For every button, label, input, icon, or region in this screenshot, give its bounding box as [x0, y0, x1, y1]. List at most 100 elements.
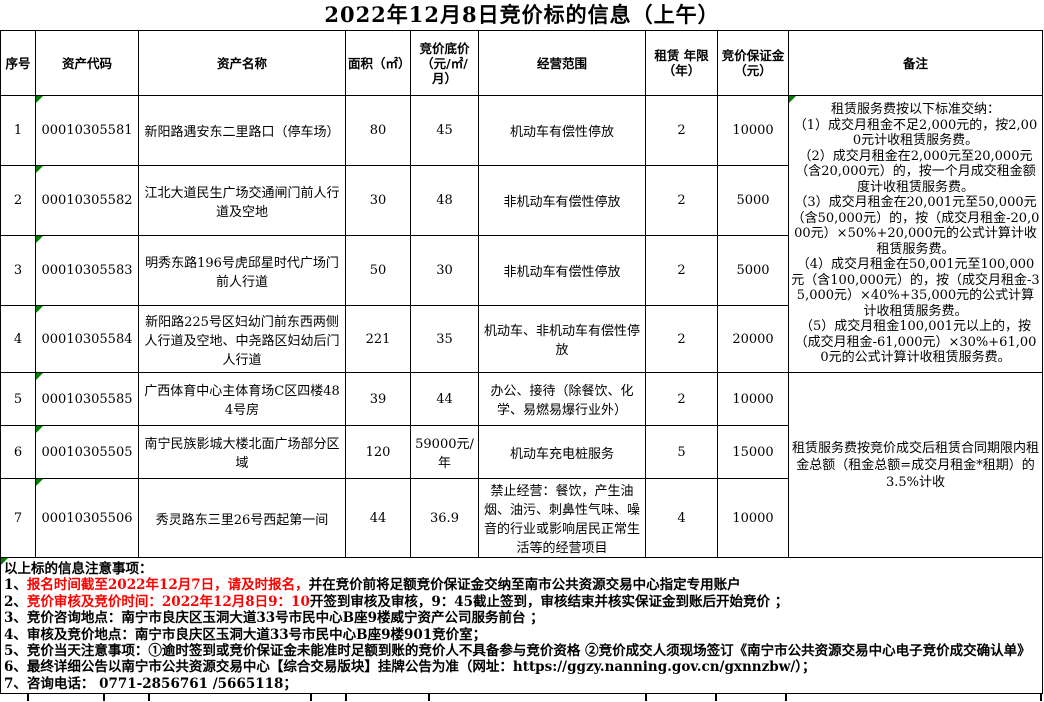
gridline-tick — [103, 694, 105, 701]
note-line: 以上标的信息注意事项： — [4, 561, 1040, 577]
gridline-tick — [645, 694, 647, 701]
cell-serial[interactable]: 5 — [0, 372, 36, 426]
asset-code-text: 00010305505 — [41, 444, 133, 460]
gridline-tick — [715, 694, 717, 701]
note-line: 3、竞价咨询地点：南宁市良庆区玉洞大道33号市民中心B座9楼威宁资产公司服务前台… — [4, 610, 1040, 626]
cell-asset-name[interactable]: 新阳路225号区妇幼门前东西两侧人行道及空地、中尧路区妇幼后门人行道 — [138, 305, 346, 373]
next-row-gridline-ticks — [0, 694, 1044, 702]
asset-code-text: 00010305585 — [41, 391, 133, 407]
gridline-tick — [27, 694, 29, 701]
cell-area[interactable]: 50 — [345, 235, 411, 306]
cell-base-price[interactable]: 59000元/年 — [410, 425, 479, 479]
cell-area[interactable]: 44 — [345, 478, 411, 558]
cell-area[interactable]: 30 — [345, 165, 411, 236]
cell-deposit[interactable]: 10000 — [717, 95, 789, 166]
cell-serial[interactable]: 3 — [0, 235, 36, 306]
table-row: 7 00010305506 秀灵路东三里26号西起第一间 44 36.9 禁止经… — [0, 478, 1043, 558]
table-row: 6 00010305505 南宁民族影城大楼北面广场部分区域 120 59000… — [0, 425, 1043, 479]
note-line: 6、最终详细公告以南宁市公共资源交易中心【综合交易版块】挂牌公告为准（网址：ht… — [4, 659, 1040, 675]
cell-deposit[interactable]: 15000 — [717, 425, 789, 479]
cell-business-scope[interactable]: 非机动车有偿性停放 — [478, 165, 646, 236]
cell-base-price[interactable]: 30 — [410, 235, 479, 306]
cell-note-marker-icon — [36, 479, 43, 486]
note-text-red: 竞价审核及竞价时间：2022年12月8日9：10 — [26, 593, 310, 610]
cell-serial[interactable]: 1 — [0, 95, 36, 166]
cell-business-scope[interactable]: 禁止经营：餐饮，产生油烟、油污、刺鼻性气味、噪音的行业或影响居民正常生活等的经营… — [478, 478, 646, 558]
cell-area[interactable]: 221 — [345, 305, 411, 373]
note-line: 7、咨询电话： 0771-2856761 /5665118； — [4, 676, 1040, 692]
cell-lease-years[interactable]: 4 — [645, 478, 718, 558]
cell-asset-code[interactable]: 00010305585 — [35, 372, 139, 426]
col-header-scope: 经营范围 — [478, 30, 646, 96]
cell-serial[interactable]: 4 — [0, 305, 36, 373]
cell-serial[interactable]: 6 — [0, 425, 36, 479]
note-text: 以上标的信息注意事项： — [4, 561, 153, 577]
cell-asset-name[interactable]: 南宁民族影城大楼北面广场部分区域 — [138, 425, 346, 479]
col-header-years: 租赁 年限（年） — [645, 30, 718, 96]
header-row: 序号 资产代码 资产名称 面积（㎡） 竞价底价（元/㎡/月） 经营范围 租赁 年… — [0, 30, 1043, 96]
note-line: 2、竞价审核及竞价时间：2022年12月8日9：10开签到审核及审核，9：45截… — [4, 594, 1040, 610]
cell-base-price[interactable]: 36.9 — [410, 478, 479, 558]
note-text: 4、审核及竞价地点：南宁市良庆区玉洞大道33号市民中心B座9楼901竞价室； — [4, 626, 487, 643]
cell-asset-code[interactable]: 00010305581 — [35, 95, 139, 166]
cell-base-price[interactable]: 35 — [410, 305, 479, 373]
cell-deposit[interactable]: 5000 — [717, 235, 789, 306]
cell-deposit[interactable]: 20000 — [717, 305, 789, 373]
cell-lease-years[interactable]: 2 — [645, 165, 718, 236]
note-text: 2、 — [4, 593, 27, 610]
cell-asset-code[interactable]: 00010305584 — [35, 305, 139, 373]
asset-code-text: 00010305582 — [41, 193, 133, 208]
cell-area[interactable]: 80 — [345, 95, 411, 166]
asset-code-text: 00010305506 — [41, 510, 133, 526]
cell-note-marker-icon — [36, 426, 43, 433]
gridline-tick — [1040, 694, 1042, 701]
cell-asset-name[interactable]: 广西体育中心主体育场C区四楼484号房 — [138, 372, 346, 426]
gridline-tick — [148, 694, 150, 701]
cell-note-marker-icon — [36, 96, 43, 103]
note-text: 7、咨询电话： 0771-2856761 /5665118； — [4, 675, 297, 692]
cell-asset-code[interactable]: 00010305582 — [35, 165, 139, 236]
cell-asset-name[interactable]: 秀灵路东三里26号西起第一间 — [138, 478, 346, 558]
cell-deposit[interactable]: 10000 — [717, 478, 789, 558]
cell-serial[interactable]: 2 — [0, 165, 36, 236]
note-line: 5、竞价当天注意事项：①逾时签到或竞价保证金未能准时足额到账的竞价人不具备参与竞… — [4, 643, 1040, 659]
cell-lease-years[interactable]: 2 — [645, 372, 718, 426]
cell-asset-name[interactable]: 新阳路遇安东二里路口（停车场） — [138, 95, 346, 166]
cell-asset-code[interactable]: 00010305505 — [35, 425, 139, 479]
cell-business-scope[interactable]: 机动车、非机动车有偿性停放 — [478, 305, 646, 373]
cell-remarks-rows-5-7[interactable]: 租赁服务费按竞价成交后租赁合同期限内租金总额（租金总额=成交月租金*租期）的3.… — [788, 372, 1043, 558]
cell-deposit[interactable]: 10000 — [717, 372, 789, 426]
asset-code-text: 00010305583 — [41, 263, 133, 278]
cell-asset-name[interactable]: 江北大道民生广场交通闸门前人行道及空地 — [138, 165, 346, 236]
cell-business-scope[interactable]: 机动车有偿性停放 — [478, 95, 646, 166]
cell-deposit[interactable]: 5000 — [717, 165, 789, 236]
col-header-area: 面积（㎡） — [345, 30, 411, 96]
col-header-deposit: 竞价保证金（元） — [717, 30, 789, 96]
cell-lease-years[interactable]: 2 — [645, 305, 718, 373]
notes-section[interactable]: 以上标的信息注意事项： 1、报名时间截至2022年12月7日，请及时报名，并在竞… — [0, 558, 1043, 694]
table-row: 4 00010305584 新阳路225号区妇幼门前东西两侧人行道及空地、中尧路… — [0, 305, 1043, 373]
note-text: 6、最终详细公告以南宁市公共资源交易中心【综合交易版块】挂牌公告为准（网址：ht… — [4, 659, 816, 676]
cell-serial[interactable]: 7 — [0, 478, 36, 558]
cell-lease-years[interactable]: 2 — [645, 235, 718, 306]
cell-asset-name[interactable]: 明秀东路196号虎邱星时代广场门前人行道 — [138, 235, 346, 306]
gridline-tick — [345, 694, 347, 701]
cell-note-marker-icon — [36, 373, 43, 380]
page-title: 2022年12月8日竞价标的信息（上午） — [324, 2, 720, 27]
cell-area[interactable]: 120 — [345, 425, 411, 479]
cell-business-scope[interactable]: 非机动车有偿性停放 — [478, 235, 646, 306]
cell-base-price[interactable]: 44 — [410, 372, 479, 426]
cell-asset-code[interactable]: 00010305583 — [35, 235, 139, 306]
cell-remarks-rows-1-4[interactable]: 租赁服务费按以下标准交纳： （1）成交月租金不足2,000元的，按2,000元计… — [788, 95, 1043, 373]
cell-asset-code[interactable]: 00010305506 — [35, 478, 139, 558]
cell-business-scope[interactable]: 机动车充电桩服务 — [478, 425, 646, 479]
cell-base-price[interactable]: 48 — [410, 165, 479, 236]
note-text: 开签到审核及审核，9：45截止签到，审核结束并核实保证金到账后开始竞价 ； — [309, 593, 789, 610]
cell-lease-years[interactable]: 5 — [645, 425, 718, 479]
cell-business-scope[interactable]: 办公、接待（除餐饮、化学、易燃易爆行业外） — [478, 372, 646, 426]
asset-code-text: 00010305581 — [41, 123, 133, 138]
cell-area[interactable]: 39 — [345, 372, 411, 426]
note-text-red: 报名时间截至2022年12月7日，请及时报名， — [26, 577, 309, 594]
cell-base-price[interactable]: 45 — [410, 95, 479, 166]
cell-lease-years[interactable]: 2 — [645, 95, 718, 166]
